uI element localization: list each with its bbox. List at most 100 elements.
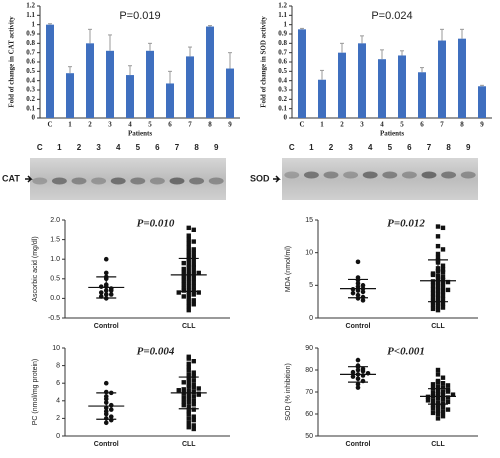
data-point xyxy=(191,373,196,379)
data-point xyxy=(186,361,191,367)
blot-band xyxy=(189,177,205,185)
bar xyxy=(298,29,306,118)
data-point xyxy=(108,414,114,419)
data-point xyxy=(440,405,446,410)
data-point xyxy=(440,397,446,402)
data-point xyxy=(186,225,191,231)
y-tick-label: 80 xyxy=(305,367,313,374)
y-tick-label: 10 xyxy=(52,345,60,352)
bar xyxy=(46,24,54,119)
data-point xyxy=(186,416,191,421)
data-point xyxy=(186,292,191,297)
data-point xyxy=(435,304,441,309)
data-point xyxy=(196,386,201,391)
x-tick-label: 5 xyxy=(400,121,404,129)
lane-label: 8 xyxy=(194,143,199,152)
data-point xyxy=(191,385,196,390)
y-axis-title: SOD (% inhibition) xyxy=(285,363,292,421)
data-point xyxy=(181,260,186,266)
y-tick-label: 1 xyxy=(32,20,36,28)
x-tick-label: CLL xyxy=(431,441,445,448)
data-point xyxy=(435,307,441,313)
data-point xyxy=(440,293,446,298)
data-point xyxy=(191,298,196,303)
data-point xyxy=(435,234,441,239)
y-tick-label: 0.5 xyxy=(50,276,60,283)
x-tick-label: C xyxy=(47,121,52,129)
data-point xyxy=(191,402,196,407)
data-point xyxy=(186,409,191,414)
blot-band xyxy=(91,177,107,185)
bar xyxy=(438,40,446,118)
blot-arrow xyxy=(25,175,33,183)
data-point xyxy=(435,255,441,261)
data-point xyxy=(191,302,196,307)
y-tick-label: 90 xyxy=(305,345,313,352)
blot-band xyxy=(441,171,457,179)
blot-band xyxy=(362,171,378,179)
bar xyxy=(398,55,406,118)
x-tick-label: 9 xyxy=(480,121,484,129)
y-tick-label: 0.4 xyxy=(26,76,35,84)
data-point xyxy=(440,274,446,280)
data-point xyxy=(435,404,441,409)
data-point xyxy=(186,245,191,250)
data-point xyxy=(186,425,191,430)
data-point xyxy=(181,399,186,404)
x-tick-label: CLL xyxy=(182,441,196,448)
lane-label: 2 xyxy=(329,143,334,152)
data-point xyxy=(181,282,186,287)
data-point xyxy=(430,290,436,296)
data-point xyxy=(191,414,196,419)
data-point xyxy=(103,420,109,426)
data-point xyxy=(440,414,446,419)
data-point xyxy=(430,398,436,403)
blot-band xyxy=(460,171,476,179)
data-point xyxy=(435,367,441,373)
blot-band xyxy=(149,177,165,185)
bar xyxy=(86,43,94,119)
x-tick-label: 8 xyxy=(208,121,212,129)
x-tick-label: 3 xyxy=(360,121,364,129)
data-point xyxy=(191,423,196,428)
data-point xyxy=(435,408,441,413)
data-point xyxy=(440,305,446,310)
y-tick-label: 0.9 xyxy=(26,30,35,38)
data-point xyxy=(108,288,114,293)
y-tick-label: 50 xyxy=(305,433,313,440)
data-point xyxy=(445,399,451,405)
data-point xyxy=(355,382,361,387)
data-point xyxy=(440,225,446,231)
data-point xyxy=(181,403,186,408)
lane-label: 6 xyxy=(407,143,412,152)
x-tick-label: 5 xyxy=(148,121,152,129)
blot-band xyxy=(303,171,319,179)
data-point xyxy=(191,239,196,244)
data-point xyxy=(181,294,186,299)
data-point xyxy=(430,298,436,304)
chart-title: P=0.012 xyxy=(387,218,425,230)
data-point xyxy=(425,398,431,403)
data-point xyxy=(181,270,186,276)
blot-arrow xyxy=(273,175,281,183)
data-point xyxy=(186,420,191,425)
data-point xyxy=(186,233,191,238)
data-point xyxy=(440,409,446,414)
y-tick-label: 0.2 xyxy=(26,95,35,103)
x-tick-label: 2 xyxy=(340,121,344,129)
lane-label: 7 xyxy=(427,143,432,152)
data-point xyxy=(186,307,191,313)
bar xyxy=(126,75,134,118)
data-point xyxy=(435,384,441,389)
data-point xyxy=(445,389,451,394)
data-point xyxy=(191,394,196,399)
data-point xyxy=(350,374,356,379)
chart-title: P<0.001 xyxy=(387,346,425,358)
data-point xyxy=(445,279,451,285)
data-point xyxy=(186,253,191,258)
data-point xyxy=(181,387,186,392)
data-point xyxy=(191,251,196,256)
y-axis-title: PC (nmol/mg protein) xyxy=(32,359,39,426)
x-tick-label: CLL xyxy=(182,323,196,330)
